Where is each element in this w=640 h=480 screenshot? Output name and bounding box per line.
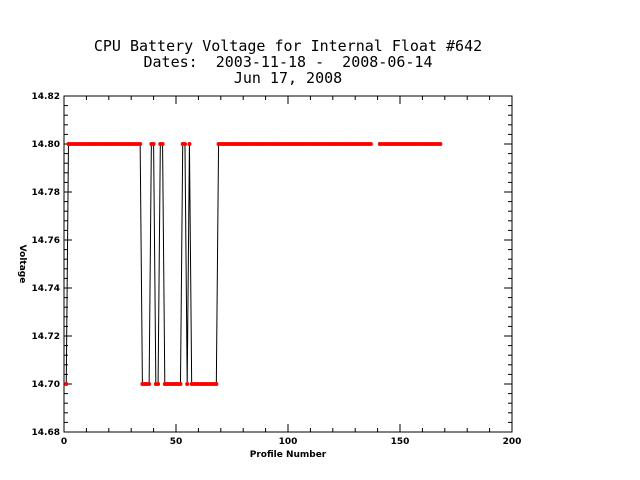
x-tick-label: 100 <box>279 437 298 447</box>
data-point <box>368 142 373 146</box>
data-point <box>138 142 143 146</box>
chart-title-line-1: CPU Battery Voltage for Internal Float #… <box>93 37 483 55</box>
y-tick-label: 14.74 <box>32 284 60 294</box>
chart-title-line-3: Jun 17, 2008 <box>233 69 343 87</box>
y-tick-label: 14.72 <box>32 332 60 342</box>
x-tick-label: 0 <box>61 437 67 447</box>
plot-frame <box>63 95 513 433</box>
x-tick-label: 50 <box>170 437 183 447</box>
data-point <box>214 382 219 386</box>
y-tick-label: 14.78 <box>32 188 60 198</box>
x-axis-label: Profile Number <box>250 450 327 460</box>
y-tick-label: 14.80 <box>32 140 60 150</box>
data-point <box>64 382 69 386</box>
series-line <box>65 143 371 385</box>
x-tick-label: 200 <box>503 437 522 447</box>
data-point <box>185 382 190 386</box>
y-tick-label: 14.76 <box>32 236 60 246</box>
y-tick-label: 14.82 <box>32 92 60 102</box>
data-point <box>182 142 187 146</box>
data-point <box>156 382 161 386</box>
data-point <box>187 142 192 146</box>
data-point <box>151 142 156 146</box>
x-tick-label: 150 <box>391 437 410 447</box>
data-point <box>160 142 165 146</box>
y-tick-label: 14.68 <box>32 428 60 438</box>
y-axis-label: Voltage <box>17 245 27 284</box>
data-point <box>438 142 443 146</box>
data-point <box>178 382 183 386</box>
y-tick-label: 14.70 <box>32 380 60 390</box>
chart-title-line-2: Dates: 2003-11-18 - 2008-06-14 <box>143 53 433 71</box>
data-point <box>147 382 152 386</box>
